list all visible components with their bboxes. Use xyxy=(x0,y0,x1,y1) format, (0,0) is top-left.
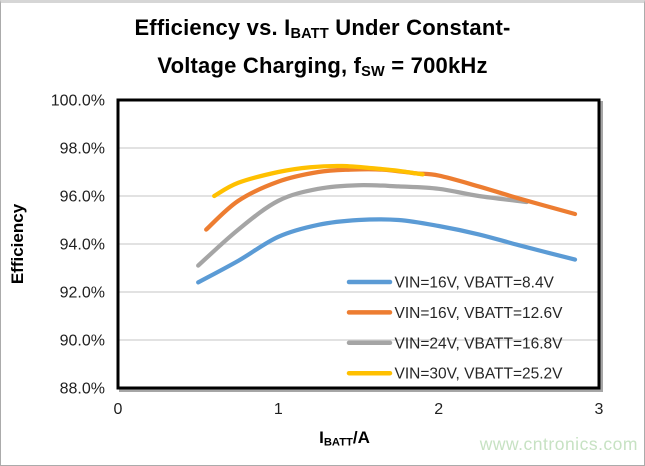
series-line-3 xyxy=(212,163,425,199)
x-tick-label: 3 xyxy=(595,401,604,418)
x-axis-title-text: I xyxy=(319,428,324,447)
title-subscript: BATT xyxy=(290,26,329,43)
plot-border xyxy=(116,98,601,390)
x-axis-title: IBATT/A xyxy=(104,428,585,448)
x-tick-label: 0 xyxy=(114,401,123,418)
title-subscript: SW xyxy=(361,64,385,81)
watermark: www.cntronics.com xyxy=(479,434,638,454)
x-tick-label: 1 xyxy=(274,401,283,418)
legend-label-0: VIN=16V, VBATT=8.4V xyxy=(395,275,555,292)
legend-label-2: VIN=24V, VBATT=16.8V xyxy=(395,335,564,352)
y-tick-label: 98.0% xyxy=(60,141,105,158)
y-tick-label: 94.0% xyxy=(60,237,105,254)
x-axis-title-text: /A xyxy=(352,428,370,447)
x-tick-label: 2 xyxy=(434,401,443,418)
chart-title-line2: Voltage Charging, fSW = 700kHz xyxy=(1,50,644,88)
y-axis-title: Efficiency xyxy=(8,203,27,285)
y-tick-label: 96.0% xyxy=(60,189,105,206)
series-line-2 xyxy=(196,182,529,268)
title-text: Voltage Charging, f xyxy=(157,53,362,79)
y-tick-label: 88.0% xyxy=(60,381,105,398)
title-text: Efficiency vs. I xyxy=(134,15,291,40)
legend-label-1: VIN=16V, VBATT=12.6V xyxy=(395,305,564,322)
y-tick-label: 90.0% xyxy=(60,333,105,350)
chart-title-line1: Efficiency vs. IBATT Under Constant- xyxy=(1,12,644,50)
chart-title: Efficiency vs. IBATT Under Constant- Vol… xyxy=(1,12,644,88)
legend-label-3: VIN=30V, VBATT=25.2V xyxy=(395,366,564,383)
series-line-0 xyxy=(196,217,578,285)
title-text: Under Constant- xyxy=(328,15,511,40)
chart-plot-svg: 100.0% 98.0% 96.0% 94.0% 92.0% 90.0% 88.0% 0 1 2 3… xyxy=(51,93,604,419)
y-tick-label: 92.0% xyxy=(60,285,105,302)
y-tick-label: 100.0% xyxy=(51,93,105,110)
title-text: = 700kHz xyxy=(384,53,488,79)
x-axis-title-subscript: BATT xyxy=(323,436,353,449)
